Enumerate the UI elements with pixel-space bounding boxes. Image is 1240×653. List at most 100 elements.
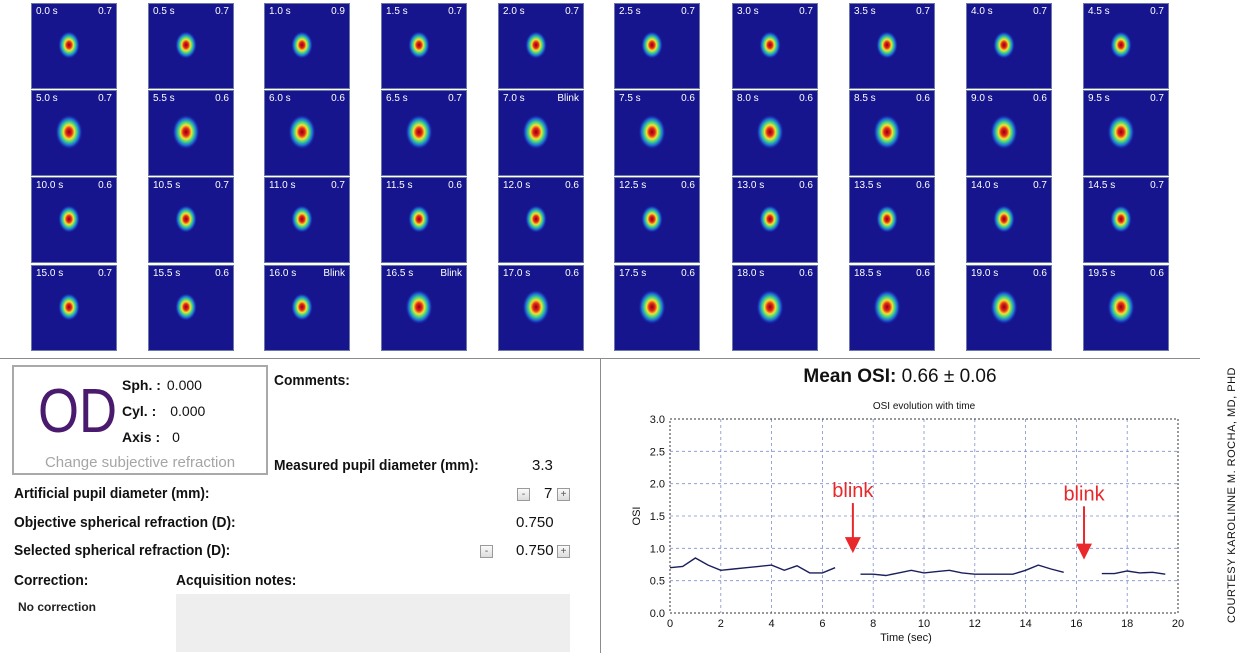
thumbnail-osi: Blink <box>323 268 345 279</box>
psf-spot-image <box>641 31 663 59</box>
measured-pupil-value: 3.3 <box>532 457 553 474</box>
thumbnail-time: 18.0 s <box>737 268 765 279</box>
spot-thumbnail[interactable]: 17.5 s 0.6 <box>614 265 700 351</box>
thumbnail-osi: 0.7 <box>448 93 462 104</box>
spot-thumbnail[interactable]: 14.5 s 0.7 <box>1083 177 1169 263</box>
spot-thumbnail[interactable]: 9.0 s 0.6 <box>966 90 1052 176</box>
spot-thumbnail[interactable]: 1.5 s 0.7 <box>381 3 467 89</box>
spot-thumbnail[interactable]: 11.5 s 0.6 <box>381 177 467 263</box>
spot-thumbnail[interactable]: 13.0 s 0.6 <box>732 177 818 263</box>
spot-thumbnail[interactable]: 19.0 s 0.6 <box>966 265 1052 351</box>
correction-label: Correction: <box>14 572 89 589</box>
spot-thumbnail[interactable]: 4.0 s 0.7 <box>966 3 1052 89</box>
spot-thumbnail[interactable]: 1.0 s 0.9 <box>264 3 350 89</box>
artificial-pupil-decrement-button[interactable]: - <box>517 488 530 501</box>
spot-thumbnail[interactable]: 0.5 s 0.7 <box>148 3 234 89</box>
thumbnail-time: 3.0 s <box>737 6 759 17</box>
psf-spot-image <box>288 114 316 150</box>
thumbnail-osi: 0.7 <box>1033 6 1047 17</box>
thumbnail-time: 18.5 s <box>854 268 882 279</box>
spot-thumbnail[interactable]: 12.0 s 0.6 <box>498 177 584 263</box>
spot-thumbnail[interactable]: 7.0 s Blink <box>498 90 584 176</box>
spot-thumbnail[interactable]: 0.0 s 0.7 <box>31 3 117 89</box>
selected-spherical-value[interactable]: 0.750 <box>516 542 554 559</box>
spot-thumbnail[interactable]: 15.0 s 0.7 <box>31 265 117 351</box>
thumbnail-time: 1.5 s <box>386 6 408 17</box>
thumbnail-osi: 0.6 <box>799 180 813 191</box>
spot-thumbnail[interactable]: 8.0 s 0.6 <box>732 90 818 176</box>
psf-spot-image <box>525 31 547 59</box>
x-tick-label: 6 <box>819 618 825 630</box>
thumbnail-osi: 0.7 <box>215 180 229 191</box>
thumbnail-osi: 0.7 <box>565 6 579 17</box>
spot-thumbnail[interactable]: 18.0 s 0.6 <box>732 265 818 351</box>
spot-thumbnail[interactable]: 5.5 s 0.6 <box>148 90 234 176</box>
x-axis-label: Time (sec) <box>880 632 932 644</box>
thumbnail-time: 0.5 s <box>153 6 175 17</box>
spot-thumbnail[interactable]: 4.5 s 0.7 <box>1083 3 1169 89</box>
spot-thumbnail[interactable]: 3.0 s 0.7 <box>732 3 818 89</box>
thumbnail-time: 6.5 s <box>386 93 408 104</box>
psf-spot-image <box>759 31 781 59</box>
y-tick-label: 0.5 <box>650 576 665 588</box>
thumbnail-time: 19.0 s <box>971 268 999 279</box>
psf-spot-image <box>1110 205 1132 233</box>
spot-thumbnail[interactable]: 2.5 s 0.7 <box>614 3 700 89</box>
spot-thumbnail[interactable]: 2.0 s 0.7 <box>498 3 584 89</box>
psf-spot-image <box>525 205 547 233</box>
change-subjective-refraction-button[interactable]: Change subjective refraction <box>44 454 236 471</box>
spot-thumbnail[interactable]: 7.5 s 0.6 <box>614 90 700 176</box>
thumbnail-time: 4.0 s <box>971 6 993 17</box>
spot-thumbnail[interactable]: 19.5 s 0.6 <box>1083 265 1169 351</box>
thumbnail-time: 6.0 s <box>269 93 291 104</box>
thumbnail-osi: 0.7 <box>1033 180 1047 191</box>
spot-thumbnail[interactable]: 14.0 s 0.7 <box>966 177 1052 263</box>
psf-spot-image <box>522 289 550 325</box>
plot-frame <box>669 418 1179 614</box>
spot-thumbnail[interactable]: 9.5 s 0.7 <box>1083 90 1169 176</box>
spot-thumbnail[interactable]: 11.0 s 0.7 <box>264 177 350 263</box>
thumbnail-osi: 0.6 <box>799 93 813 104</box>
spot-thumbnail[interactable]: 13.5 s 0.6 <box>849 177 935 263</box>
thumbnail-time: 13.0 s <box>737 180 765 191</box>
acquisition-notes-textarea[interactable] <box>176 594 570 652</box>
thumbnail-osi: 0.6 <box>1033 268 1047 279</box>
spot-thumbnail[interactable]: 17.0 s 0.6 <box>498 265 584 351</box>
artificial-pupil-value[interactable]: 7 <box>544 485 553 502</box>
spot-thumbnail[interactable]: 18.5 s 0.6 <box>849 265 935 351</box>
y-tick-label: 3.0 <box>650 414 665 426</box>
osi-series-line <box>1101 570 1166 575</box>
objective-spherical-value: 0.750 <box>516 514 554 531</box>
artificial-pupil-increment-button[interactable]: + <box>557 488 570 501</box>
eye-label: OD <box>38 377 118 446</box>
spot-thumbnail[interactable]: 10.0 s 0.6 <box>31 177 117 263</box>
spot-thumbnail[interactable]: 10.5 s 0.7 <box>148 177 234 263</box>
thumbnail-osi: 0.6 <box>565 180 579 191</box>
x-tick-label: 20 <box>1172 618 1184 630</box>
spot-thumbnail[interactable]: 6.5 s 0.7 <box>381 90 467 176</box>
spot-thumbnail[interactable]: 8.5 s 0.6 <box>849 90 935 176</box>
spot-thumbnail[interactable]: 15.5 s 0.6 <box>148 265 234 351</box>
x-tick-label: 0 <box>667 618 673 630</box>
thumbnail-osi: 0.7 <box>681 6 695 17</box>
spot-thumbnail[interactable]: 16.0 s Blink <box>264 265 350 351</box>
psf-spot-image <box>638 289 666 325</box>
spot-thumbnail[interactable]: 3.5 s 0.7 <box>849 3 935 89</box>
spot-thumbnail[interactable]: 16.5 s Blink <box>381 265 467 351</box>
psf-spot-image <box>55 114 83 150</box>
spot-thumbnail[interactable]: 6.0 s 0.6 <box>264 90 350 176</box>
comments-label: Comments: <box>274 372 350 389</box>
correction-value: No correction <box>18 600 97 614</box>
mean-osi-readout: Mean OSI: 0.66 ± 0.06 <box>600 366 1200 388</box>
selected-spherical-decrement-button[interactable]: - <box>480 545 493 558</box>
thumbnail-osi: 0.6 <box>1033 93 1047 104</box>
thumbnail-osi: 0.6 <box>916 268 930 279</box>
spot-thumbnail[interactable]: 12.5 s 0.6 <box>614 177 700 263</box>
thumbnail-osi: 0.7 <box>331 180 345 191</box>
psf-spot-image <box>172 114 200 150</box>
courtesy-credit: COURTESY KAROLINNE M. ROCHA, MD, PHD <box>1226 367 1238 623</box>
selected-spherical-increment-button[interactable]: + <box>557 545 570 558</box>
refraction-panel[interactable]: OD Sph. : 0.000 Cyl. : 0.000 Axis : 0 Chang… <box>12 365 268 475</box>
thumbnail-time: 5.0 s <box>36 93 58 104</box>
spot-thumbnail[interactable]: 5.0 s 0.7 <box>31 90 117 176</box>
